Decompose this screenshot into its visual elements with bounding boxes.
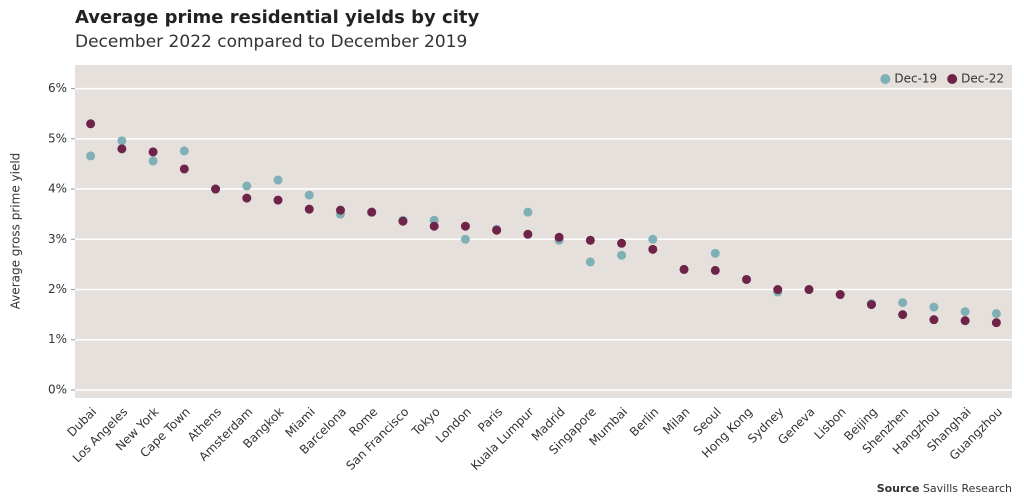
dot [679,264,689,274]
dot [460,234,470,244]
dot [866,300,876,310]
chart-title: Average prime residential yields by city [75,7,479,28]
dot [929,315,939,325]
dot [991,309,1001,319]
dot [304,204,314,214]
dot [898,298,908,308]
x-tick-label: Berlin [627,405,662,440]
y-tick-label: 2% [48,282,67,296]
dot [617,238,627,248]
dot [929,302,939,312]
plot-area [75,65,1012,398]
dot [554,232,564,242]
dot [773,285,783,295]
dot [585,257,595,267]
dot [335,205,345,215]
dot [86,119,96,129]
dot [398,216,408,226]
dot [148,147,158,157]
dot [460,221,470,231]
y-tick-label: 0% [48,382,67,396]
dot [742,274,752,284]
dot [492,225,502,235]
source-label: Source [877,482,920,495]
y-tick-label: 1% [48,332,67,346]
dot [86,151,96,161]
dot [898,310,908,320]
dot [648,244,658,254]
source: Source Savills Research [877,482,1012,495]
y-axis-label: Average gross prime yield [9,153,23,310]
legend-label: Dec-22 [961,72,1004,86]
dot [617,250,627,260]
dot [960,307,970,317]
x-tick-label: Milan [660,405,693,438]
dot [211,184,221,194]
legend-marker [947,74,958,84]
dot [304,190,314,200]
dot [242,193,252,203]
y-tick-label: 3% [48,232,67,246]
dot [991,318,1001,328]
source-text: Savills Research [923,482,1012,495]
dot [648,234,658,244]
x-tick-label: London [433,405,474,446]
dot [273,175,283,185]
dot [179,146,189,156]
y-tick-label: 6% [48,81,67,95]
dot [960,316,970,326]
dot [835,290,845,300]
dot [179,164,189,174]
dot [429,221,439,231]
legend-marker [880,74,891,84]
dot [585,235,595,245]
dot [804,285,814,295]
dot [710,248,720,258]
dot [273,195,283,205]
chart-subtitle: December 2022 compared to December 2019 [75,32,467,52]
y-tick-label: 4% [48,182,67,196]
dot [523,229,533,239]
dot [367,207,377,217]
legend-label: Dec-19 [894,72,937,86]
dot [710,265,720,275]
dot [523,207,533,217]
dot [148,156,158,166]
dot [117,144,127,154]
dot [242,181,252,191]
y-tick-label: 5% [48,131,67,145]
dot [117,136,127,146]
